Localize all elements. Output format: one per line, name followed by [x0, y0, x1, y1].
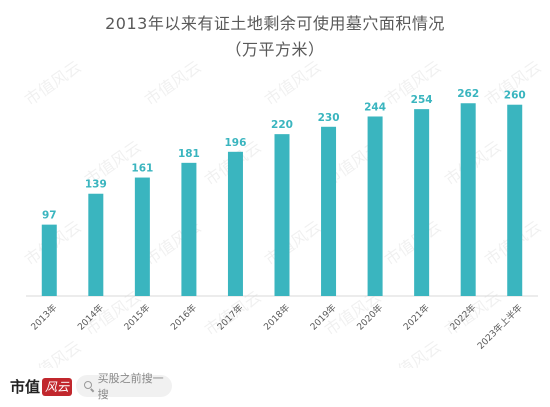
x-tick-label: 2022年 — [447, 302, 478, 333]
data-label: 260 — [504, 90, 526, 102]
data-label: 97 — [42, 210, 57, 222]
footer: 市值 风云 买股之前搜一搜 — [0, 368, 550, 407]
bar — [367, 116, 383, 296]
data-label: 254 — [411, 94, 433, 106]
bar — [227, 151, 243, 296]
x-tick-label: 2023年上半年 — [475, 302, 525, 352]
bar — [88, 193, 104, 296]
brand-text: 市值 — [10, 378, 41, 396]
data-label: 181 — [178, 148, 200, 160]
data-label: 220 — [271, 119, 293, 131]
bar — [274, 134, 290, 296]
bar — [460, 103, 476, 296]
x-tick-label: 2021年 — [401, 302, 432, 333]
data-label: 196 — [224, 137, 246, 149]
x-tick-label: 2016年 — [168, 302, 199, 333]
search-text: 买股之前搜一搜 — [97, 372, 164, 401]
x-tick-label: 2020年 — [354, 302, 385, 333]
data-label: 161 — [131, 163, 153, 175]
x-tick-label: 2013年 — [28, 302, 59, 333]
data-label: 262 — [457, 88, 479, 100]
bar — [134, 177, 150, 296]
brand-logo: 市值 风云 — [10, 376, 73, 397]
search-icon — [84, 381, 94, 391]
bar-chart: 97 2013年 139 2014年 161 2015年 181 2016年 196 2017年 2… — [26, 88, 538, 352]
x-tick-label: 2018年 — [261, 302, 292, 333]
x-tick-label: 2019年 — [308, 302, 339, 333]
data-label: 230 — [318, 112, 340, 124]
data-label: 139 — [85, 179, 107, 191]
bar — [321, 126, 337, 297]
x-tick-label: 2014年 — [75, 302, 106, 333]
data-label: 244 — [364, 101, 386, 113]
brand-seal: 风云 — [42, 377, 73, 396]
x-tick-label: 2017年 — [214, 302, 245, 333]
chart-subtitle: （万平方米） — [225, 40, 325, 59]
bar — [41, 224, 57, 296]
x-tick-label: 2015年 — [121, 302, 152, 333]
bar — [414, 109, 430, 296]
chart-title: 2013年以来有证土地剩余可使用墓穴面积情况 — [105, 14, 445, 33]
chart-area: 2013年以来有证土地剩余可使用墓穴面积情况 （万平方米） 市值风云 市值风云 市值… — [21, 14, 544, 389]
search-button[interactable]: 买股之前搜一搜 — [76, 372, 172, 401]
bar — [507, 104, 523, 296]
bar — [181, 162, 197, 296]
